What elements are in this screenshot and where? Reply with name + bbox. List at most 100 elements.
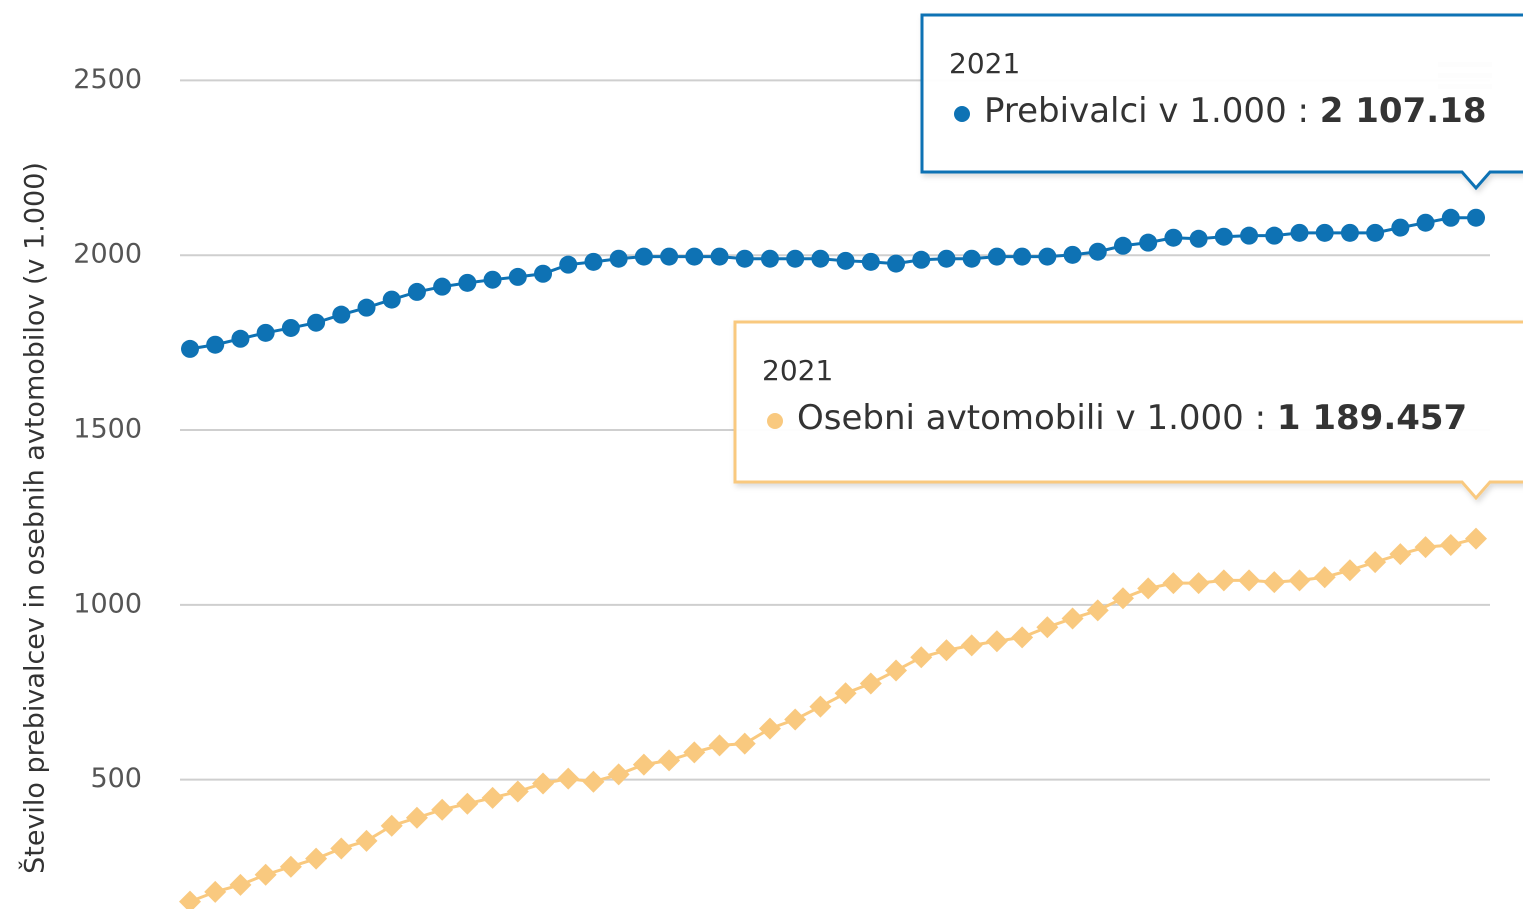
point xyxy=(279,855,302,878)
point xyxy=(658,749,681,772)
point xyxy=(231,329,250,348)
series xyxy=(181,208,1485,358)
point xyxy=(885,659,908,682)
point xyxy=(935,639,958,662)
point xyxy=(584,252,603,271)
point xyxy=(1315,223,1334,242)
point xyxy=(660,247,679,266)
point xyxy=(1364,551,1387,574)
point xyxy=(382,290,401,309)
point xyxy=(1189,229,1208,248)
point xyxy=(960,634,983,657)
legend-label: Osebni avtomobili v 1.000 xyxy=(797,398,1244,438)
point xyxy=(1265,226,1284,245)
point xyxy=(887,254,906,273)
point xyxy=(1187,572,1210,595)
point xyxy=(1061,607,1084,630)
y-axis-title: Število prebivalcev in osebnih avtomobil… xyxy=(19,162,51,874)
tooltip: 2021 Prebivalci v 1.000 : 2 107.18 xyxy=(920,13,1523,191)
point xyxy=(355,829,378,852)
value-label: 2 107.18 xyxy=(1320,91,1487,131)
point xyxy=(836,251,855,270)
tooltip-header: 2021 xyxy=(762,354,833,387)
point xyxy=(534,264,553,283)
point xyxy=(1366,223,1385,242)
tooltip-body: Prebivalci v 1.000 : 2 107.18 xyxy=(984,91,1486,131)
separator: : xyxy=(1244,398,1277,438)
point xyxy=(256,323,275,342)
point xyxy=(985,630,1008,653)
legend-symbol xyxy=(954,106,970,122)
point xyxy=(735,249,754,268)
point xyxy=(1086,599,1109,622)
point xyxy=(1240,226,1259,245)
point xyxy=(733,732,756,755)
point xyxy=(1139,233,1158,252)
point xyxy=(1465,527,1487,550)
point xyxy=(1013,247,1032,266)
point xyxy=(1162,572,1185,595)
point xyxy=(433,277,452,296)
point xyxy=(1164,228,1183,247)
point xyxy=(1416,213,1435,232)
point xyxy=(912,250,931,269)
point xyxy=(458,273,477,292)
point xyxy=(1214,227,1233,246)
point xyxy=(786,249,805,268)
point xyxy=(179,890,201,909)
point xyxy=(229,873,252,896)
tooltip-body: Osebni avtomobili v 1.000 : 1 189.457 xyxy=(797,398,1467,438)
point xyxy=(683,741,706,764)
point xyxy=(758,717,781,740)
point xyxy=(1391,218,1410,237)
point xyxy=(1414,536,1437,559)
point xyxy=(1063,245,1082,264)
point xyxy=(206,335,225,354)
plot-area xyxy=(179,208,1487,909)
legend-label: Prebivalci v 1.000 xyxy=(984,91,1287,131)
y-tick-label: 2500 xyxy=(73,64,142,95)
point xyxy=(1036,616,1059,639)
point xyxy=(307,313,326,332)
series xyxy=(179,527,1487,909)
tooltip: 2021 Osebni avtomobili v 1.000 : 1 189.45… xyxy=(733,320,1523,501)
tooltip-box xyxy=(920,13,1523,191)
point xyxy=(1238,569,1261,592)
point xyxy=(1290,223,1309,242)
point xyxy=(937,249,956,268)
point xyxy=(1288,569,1311,592)
value-label: 1 189.457 xyxy=(1277,398,1467,438)
point xyxy=(204,880,227,903)
y-tick-label: 1500 xyxy=(73,414,142,445)
point xyxy=(1441,208,1460,227)
point xyxy=(1113,236,1132,255)
point xyxy=(506,780,529,803)
point xyxy=(710,247,729,266)
point xyxy=(609,249,628,268)
y-tick-label: 2000 xyxy=(73,239,142,270)
point xyxy=(456,792,479,815)
point xyxy=(1038,247,1057,266)
point xyxy=(407,282,426,301)
point xyxy=(861,252,880,271)
tooltip-box xyxy=(733,320,1523,501)
legend-symbol xyxy=(767,413,783,429)
point xyxy=(834,682,857,705)
point xyxy=(1088,242,1107,261)
point xyxy=(332,305,351,324)
separator: : xyxy=(1287,91,1320,131)
point xyxy=(1212,569,1235,592)
point xyxy=(685,247,704,266)
point xyxy=(380,814,403,837)
point xyxy=(1439,534,1462,557)
point xyxy=(811,249,830,268)
point xyxy=(607,763,630,786)
point xyxy=(859,672,882,695)
point xyxy=(254,863,277,886)
point xyxy=(1011,626,1034,649)
point xyxy=(1467,208,1485,227)
point xyxy=(760,249,779,268)
tooltip-header: 2021 xyxy=(949,47,1020,80)
point xyxy=(532,772,555,795)
